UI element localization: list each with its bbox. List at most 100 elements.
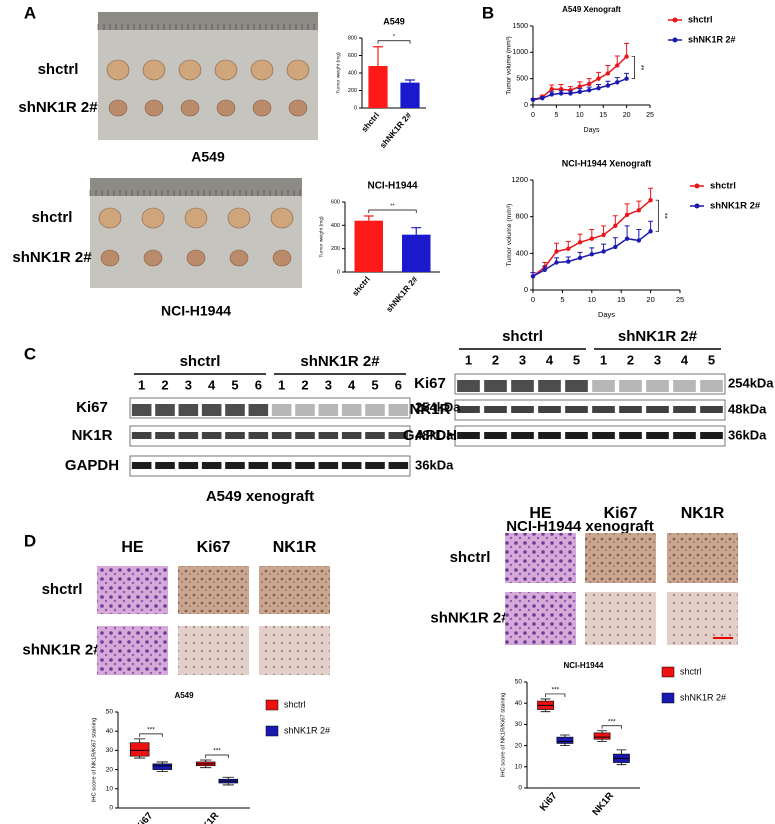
- marker: [613, 244, 618, 250]
- panel-label: B: [482, 3, 494, 22]
- band: [511, 406, 534, 413]
- band: [565, 432, 588, 439]
- x-tick-label: shNK1R 2#: [378, 111, 413, 150]
- x-tick-label: NK1R: [196, 811, 221, 824]
- marker: [568, 91, 573, 96]
- marker: [648, 229, 653, 234]
- band: [248, 404, 269, 416]
- significance: ***: [551, 687, 559, 694]
- bar: [368, 66, 388, 108]
- legend-swatch: [661, 666, 675, 678]
- legend-marker: [672, 37, 678, 43]
- y-tick-label: 1500: [512, 23, 528, 30]
- group-label: shctrl: [502, 328, 543, 345]
- y-axis-label: Tumor weight (mg): [335, 52, 341, 94]
- marker: [577, 255, 583, 261]
- marker: [586, 81, 592, 87]
- lane-number: 3: [185, 377, 192, 392]
- lane-number: 3: [325, 377, 332, 392]
- tumor: [227, 207, 251, 229]
- y-tick-label: 30: [106, 747, 114, 754]
- blot-caption: A549 xenograft: [206, 488, 314, 505]
- band: [295, 404, 315, 416]
- band: [538, 380, 561, 392]
- marker: [615, 80, 620, 85]
- band: [565, 406, 588, 413]
- y-axis-label: IHC score of NK1R/Ki67 staining: [92, 718, 98, 803]
- band: [131, 432, 152, 439]
- tumor: [178, 59, 202, 81]
- band: [365, 404, 385, 416]
- y-tick-label: 200: [331, 246, 340, 252]
- band: [155, 404, 175, 416]
- y-tick-label: 20: [106, 766, 114, 773]
- x-tick-label: shctrl: [360, 111, 381, 134]
- significance: ***: [608, 718, 616, 725]
- y-tick-label: 600: [348, 53, 357, 59]
- y-axis-label: Tumor weight (mg): [318, 216, 324, 258]
- legend-label: shctrl: [680, 666, 702, 676]
- tumor: [180, 99, 200, 117]
- y-axis-label: Tumor volume (mm³): [506, 204, 513, 267]
- marker: [596, 76, 601, 81]
- lane-number: 6: [395, 377, 402, 392]
- ruler: [90, 178, 302, 196]
- band: [341, 432, 362, 439]
- lane-number: 5: [231, 377, 238, 392]
- legend-swatch: [661, 692, 675, 704]
- marker: [554, 260, 559, 265]
- band: [700, 406, 723, 413]
- significance: **: [637, 65, 644, 71]
- band: [457, 406, 480, 413]
- ihc-image: [259, 566, 330, 614]
- band: [592, 406, 615, 413]
- x-tick-label: 10: [576, 112, 584, 119]
- chart-title: A549 Xenograft: [562, 5, 621, 14]
- x-tick-label: 25: [676, 295, 684, 304]
- marker: [605, 71, 611, 76]
- marker: [549, 87, 554, 92]
- y-tick-label: 1000: [512, 49, 528, 56]
- photo: [98, 12, 318, 140]
- x-tick-label: shctrl: [351, 275, 372, 298]
- row-label: shctrl: [42, 581, 83, 598]
- band: [592, 380, 615, 392]
- legend-label: shNK1R 2#: [710, 201, 761, 212]
- band-label: NK1R: [410, 401, 451, 418]
- band: [155, 432, 175, 439]
- significance: ***: [213, 748, 221, 755]
- band: [201, 432, 222, 439]
- band: [131, 462, 152, 469]
- y-tick-label: 0: [524, 285, 528, 294]
- y-tick-label: 800: [348, 35, 357, 41]
- y-tick-label: 600: [331, 199, 340, 205]
- band-size: 254kDa: [415, 399, 461, 414]
- lane-number: 6: [255, 377, 262, 392]
- significance-bracket: [545, 693, 566, 697]
- chart-title: A549: [383, 16, 405, 26]
- y-tick-label: 0: [109, 805, 113, 812]
- legend-label: shctrl: [688, 14, 713, 24]
- tumor: [270, 207, 294, 229]
- lane-number: 1: [600, 352, 607, 367]
- row-label: shNK1R 2#: [22, 641, 102, 658]
- marker: [568, 88, 573, 93]
- marker: [554, 249, 559, 254]
- legend-swatch: [265, 725, 279, 737]
- lane-number: 1: [278, 377, 285, 392]
- band: [131, 404, 152, 416]
- band: [565, 380, 588, 392]
- lane-number: 2: [492, 352, 499, 367]
- bar: [402, 234, 431, 272]
- band: [673, 432, 696, 439]
- x-tick-label: NK1R: [591, 791, 616, 818]
- band: [484, 406, 507, 413]
- marker: [542, 267, 547, 273]
- y-tick-label: 0: [524, 102, 528, 109]
- marker: [530, 97, 536, 102]
- marker: [624, 212, 630, 218]
- column-label: HE: [121, 539, 144, 556]
- x-tick-label: 5: [554, 112, 558, 119]
- significance-bracket: [205, 754, 229, 758]
- y-tick-label: 10: [515, 764, 523, 771]
